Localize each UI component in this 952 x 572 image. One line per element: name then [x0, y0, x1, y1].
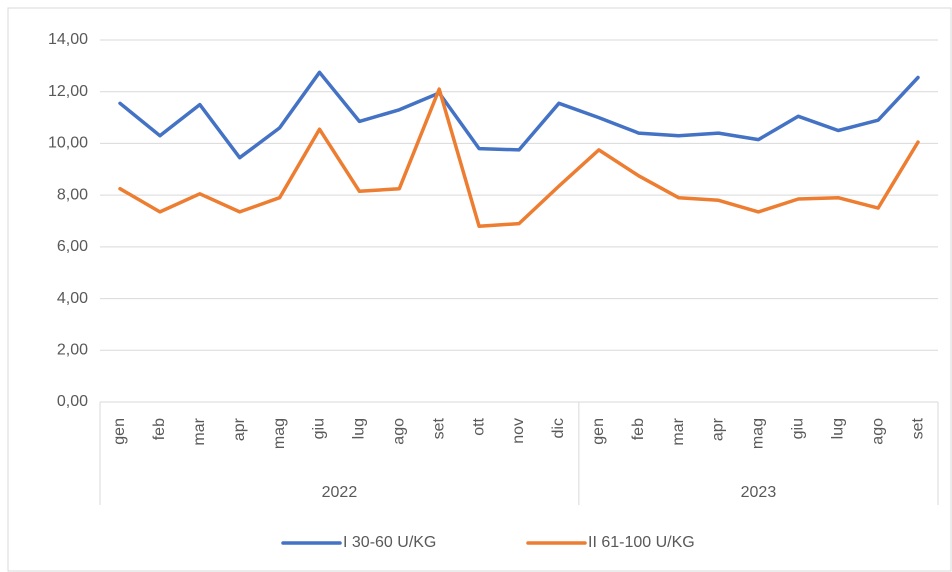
x-tick-label: apr — [710, 417, 727, 441]
x-tick-label: mar — [670, 417, 687, 445]
y-tick-label: 0,00 — [57, 393, 88, 410]
y-tick-label: 4,00 — [57, 290, 88, 307]
y-tick-label: 12,00 — [48, 83, 88, 100]
x-tick-label: ago — [869, 418, 886, 445]
x-tick-label: lug — [829, 418, 846, 439]
chart-frame — [7, 7, 952, 572]
x-tick-label: set — [909, 417, 926, 439]
x-tick-label: dic — [550, 418, 567, 438]
x-tick-label: mag — [750, 418, 767, 449]
x-tick-label: mar — [191, 417, 208, 445]
x-tick-label: ott — [470, 417, 487, 435]
group-label: 2023 — [741, 484, 777, 501]
x-tick-label: gen — [111, 418, 128, 445]
x-tick-label: nov — [510, 418, 527, 444]
y-tick-label: 10,00 — [48, 135, 88, 152]
x-tick-label: giu — [790, 418, 807, 439]
group-label: 2022 — [322, 484, 358, 501]
series-line — [118, 70, 920, 160]
x-tick-label: ago — [391, 418, 408, 445]
legend-label: I 30-60 U/KG — [343, 534, 436, 551]
x-tick-label: gen — [590, 418, 607, 445]
x-tick-label: feb — [151, 418, 168, 440]
series-line — [118, 87, 920, 228]
x-tick-label: set — [430, 417, 447, 439]
y-tick-label: 8,00 — [57, 186, 88, 203]
y-tick-label: 6,00 — [57, 238, 88, 255]
x-tick-label: mag — [271, 418, 288, 449]
legend-label: II 61-100 U/KG — [588, 534, 695, 551]
x-tick-label: lug — [351, 418, 368, 439]
x-tick-label: apr — [231, 417, 248, 441]
y-tick-label: 14,00 — [48, 31, 88, 48]
y-tick-label: 2,00 — [57, 342, 88, 359]
x-tick-label: feb — [630, 418, 647, 440]
x-tick-label: giu — [311, 418, 328, 439]
